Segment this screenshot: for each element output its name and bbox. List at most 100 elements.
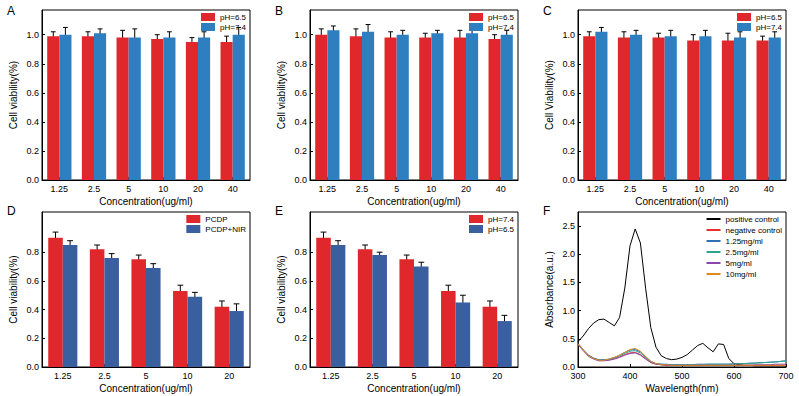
svg-text:1.0: 1.0 (562, 30, 575, 40)
svg-text:0.8: 0.8 (26, 59, 39, 69)
svg-text:pH=6.5: pH=6.5 (756, 13, 783, 22)
svg-text:10: 10 (694, 184, 704, 194)
svg-text:0.4: 0.4 (562, 117, 575, 127)
svg-text:2.5: 2.5 (366, 371, 379, 381)
svg-text:pH=6.5: pH=6.5 (488, 13, 515, 22)
svg-text:0.0: 0.0 (26, 362, 39, 372)
svg-text:Cell viability(%): Cell viability(%) (276, 255, 287, 323)
svg-text:pH=6.5: pH=6.5 (488, 225, 515, 234)
svg-text:D: D (7, 204, 16, 218)
svg-text:0.8: 0.8 (294, 247, 307, 257)
svg-text:1.25: 1.25 (319, 184, 337, 194)
svg-text:300: 300 (570, 371, 585, 381)
svg-text:negative control: negative control (726, 226, 783, 235)
svg-text:1.0: 1.0 (562, 306, 575, 316)
svg-text:1.25: 1.25 (51, 184, 69, 194)
svg-text:0.2: 0.2 (562, 146, 575, 156)
svg-text:1.25: 1.25 (322, 371, 340, 381)
svg-text:Concentration(ug/ml): Concentration(ug/ml) (635, 196, 728, 207)
svg-text:2.5: 2.5 (88, 184, 101, 194)
svg-text:0.8: 0.8 (562, 59, 575, 69)
svg-text:1.0: 1.0 (294, 30, 307, 40)
svg-text:10: 10 (183, 371, 193, 381)
svg-text:1.25: 1.25 (587, 184, 605, 194)
svg-text:5: 5 (143, 371, 148, 381)
svg-text:1.0: 1.0 (26, 30, 39, 40)
svg-text:1.5: 1.5 (562, 277, 575, 287)
svg-text:0.4: 0.4 (26, 117, 39, 127)
svg-text:Absorbance(a.u.): Absorbance(a.u.) (544, 251, 555, 328)
svg-text:0.0: 0.0 (26, 175, 39, 185)
svg-text:0.0: 0.0 (294, 362, 307, 372)
svg-text:2.5: 2.5 (562, 221, 575, 231)
svg-text:Cell viability(%): Cell viability(%) (8, 61, 19, 129)
svg-text:10: 10 (158, 184, 168, 194)
svg-text:Cell Viability(%): Cell Viability(%) (544, 60, 555, 130)
svg-text:Concentration(ug/ml): Concentration(ug/ml) (99, 196, 192, 207)
svg-text:Cell viability(%): Cell viability(%) (276, 61, 287, 129)
svg-text:40: 40 (496, 184, 506, 194)
svg-text:2.5: 2.5 (624, 184, 637, 194)
svg-text:Concentration(ug/ml): Concentration(ug/ml) (99, 383, 192, 394)
svg-text:5mg/ml: 5mg/ml (726, 259, 752, 268)
svg-text:500: 500 (674, 371, 689, 381)
svg-text:PCDP: PCDP (205, 215, 227, 224)
svg-text:20: 20 (193, 184, 203, 194)
svg-text:pH=7.4: pH=7.4 (488, 215, 515, 224)
svg-text:0.2: 0.2 (294, 333, 307, 343)
svg-text:Wavelength(nm): Wavelength(nm) (646, 383, 719, 394)
svg-text:20: 20 (729, 184, 739, 194)
svg-text:0.8: 0.8 (26, 247, 39, 257)
svg-text:5: 5 (394, 184, 399, 194)
svg-text:C: C (543, 4, 552, 18)
svg-text:Concentration(ug/ml): Concentration(ug/ml) (367, 196, 460, 207)
svg-text:40: 40 (764, 184, 774, 194)
svg-text:2.5: 2.5 (98, 371, 111, 381)
svg-text:2.5: 2.5 (356, 184, 369, 194)
svg-text:0.8: 0.8 (294, 59, 307, 69)
svg-text:5: 5 (126, 184, 131, 194)
svg-text:0.6: 0.6 (562, 88, 575, 98)
svg-text:0.6: 0.6 (294, 276, 307, 286)
svg-text:0.5: 0.5 (562, 334, 575, 344)
svg-text:Cell viability(%): Cell viability(%) (8, 255, 19, 323)
svg-text:0.6: 0.6 (294, 88, 307, 98)
svg-text:pH=6.5: pH=6.5 (220, 13, 247, 22)
svg-text:positive control: positive control (726, 215, 780, 224)
svg-text:40: 40 (228, 184, 238, 194)
svg-text:pH=7.4: pH=7.4 (220, 23, 247, 32)
svg-text:10: 10 (451, 371, 461, 381)
svg-text:10mg/ml: 10mg/ml (726, 270, 757, 279)
svg-text:2.5mg/ml: 2.5mg/ml (726, 248, 759, 257)
svg-text:0.2: 0.2 (26, 333, 39, 343)
svg-text:0.4: 0.4 (294, 305, 307, 315)
svg-text:20: 20 (224, 371, 234, 381)
svg-text:5: 5 (662, 184, 667, 194)
svg-text:1.25: 1.25 (54, 371, 72, 381)
svg-text:600: 600 (726, 371, 741, 381)
svg-text:20: 20 (492, 371, 502, 381)
svg-text:Concentration(ug/ml): Concentration(ug/ml) (367, 383, 460, 394)
svg-text:0.2: 0.2 (294, 146, 307, 156)
svg-text:F: F (543, 204, 550, 218)
svg-text:20: 20 (461, 184, 471, 194)
svg-text:0.6: 0.6 (26, 88, 39, 98)
svg-text:700: 700 (778, 371, 793, 381)
svg-text:2.0: 2.0 (562, 249, 575, 259)
svg-text:400: 400 (622, 371, 637, 381)
svg-text:0.4: 0.4 (294, 117, 307, 127)
svg-text:B: B (275, 4, 283, 18)
svg-text:pH=7.4: pH=7.4 (756, 23, 783, 32)
svg-text:0.6: 0.6 (26, 276, 39, 286)
svg-text:0.4: 0.4 (26, 305, 39, 315)
svg-text:1.25mg/ml: 1.25mg/ml (726, 237, 764, 246)
svg-text:0.2: 0.2 (26, 146, 39, 156)
svg-text:A: A (7, 4, 15, 18)
svg-text:E: E (275, 204, 283, 218)
svg-text:pH=7.4: pH=7.4 (488, 23, 515, 32)
svg-text:5: 5 (411, 371, 416, 381)
svg-text:0.0: 0.0 (562, 175, 575, 185)
svg-text:0.0: 0.0 (294, 175, 307, 185)
svg-text:10: 10 (426, 184, 436, 194)
svg-text:PCDP+NIR: PCDP+NIR (205, 225, 246, 234)
